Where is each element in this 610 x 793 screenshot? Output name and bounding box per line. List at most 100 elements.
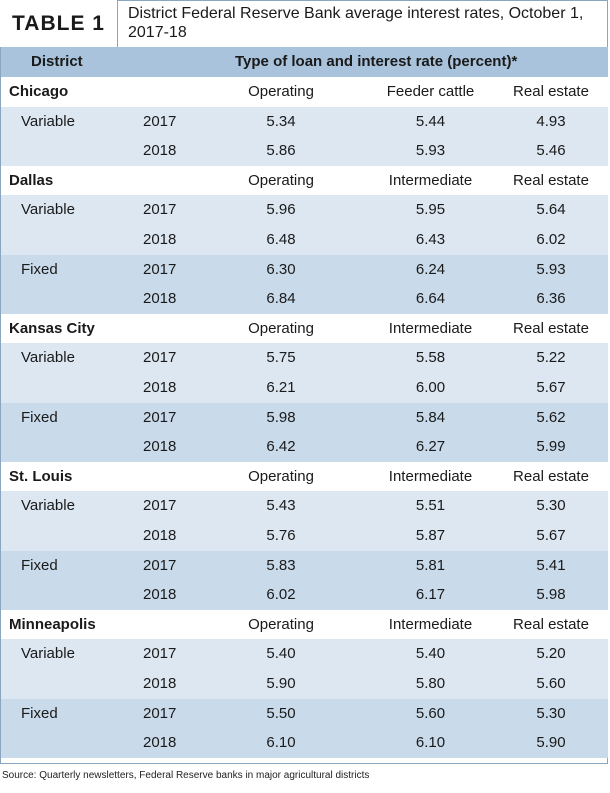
table-row: Variable 2017 5.96 5.95 5.64	[1, 195, 608, 225]
rate-cell: 6.24	[415, 260, 446, 278]
rate-cell: 6.43	[415, 231, 446, 248]
column-label: Real estate	[513, 171, 589, 189]
column-label: Real estate	[513, 83, 589, 100]
rate-cell: 5.80	[415, 675, 446, 692]
rate-cell: 6.21	[266, 379, 296, 396]
rate-cell: 6.48	[266, 231, 296, 248]
rate-cell: 5.43	[266, 497, 296, 515]
rate-cell: 6.00	[415, 379, 446, 396]
rate-cell: 6.10	[266, 734, 296, 752]
table-row: Fixed 2017 5.83 5.81 5.41	[1, 550, 608, 581]
rate-cell: 5.90	[266, 675, 296, 692]
rate-cell: 6.36	[536, 290, 566, 308]
district-header-row: Chicago Operating Feeder cattle Real estate	[1, 77, 608, 107]
table-row: 2018 6.21 6.00 5.67	[1, 373, 608, 403]
column-header-row: District Type of loan and interest rate …	[1, 47, 608, 77]
column-label: Intermediate	[388, 615, 473, 633]
rate-type-label: Variable	[21, 497, 75, 515]
district-header-row: Kansas City Operating Intermediate Real est…	[1, 313, 608, 344]
table-row: 2018 6.84 6.64 6.36	[1, 284, 608, 314]
year-cell: 2017	[143, 260, 177, 278]
rate-cell: 5.81	[415, 556, 446, 574]
table-row: 2018 6.02 6.17 5.98	[1, 580, 608, 610]
rate-cell: 5.98	[266, 408, 296, 426]
year-cell: 2018	[143, 438, 177, 456]
rate-cell: 5.93	[415, 142, 446, 160]
rate-cell: 5.46	[536, 142, 566, 160]
rate-type-label: Fixed	[21, 408, 58, 426]
rate-cell: 5.62	[536, 408, 566, 426]
rate-type-label: Fixed	[21, 556, 58, 574]
column-label: Operating	[248, 467, 314, 485]
rate-cell: 5.51	[415, 497, 446, 515]
rate-type-label: Variable	[21, 349, 75, 367]
rate-cell: 6.02	[536, 231, 566, 248]
year-cell: 2017	[143, 112, 177, 130]
table-row: Variable 2017 5.34 5.44 4.93	[1, 106, 608, 137]
rate-cell: 6.84	[266, 290, 296, 308]
district-name: St. Louis	[9, 467, 73, 485]
rate-cell: 6.27	[415, 438, 446, 456]
rate-type-label: Variable	[21, 112, 75, 130]
table-row: Variable 2017 5.40 5.40 5.20	[1, 639, 608, 669]
rate-cell: 5.64	[536, 201, 566, 219]
district-column-header: District	[31, 53, 83, 70]
district-header-row: Dallas Operating Intermediate Real estate	[1, 165, 608, 196]
rate-cell: 5.58	[415, 349, 446, 367]
rate-cell: 5.96	[266, 201, 296, 219]
year-cell: 2018	[143, 231, 177, 248]
rate-type-label: Fixed	[21, 704, 58, 722]
column-label: Intermediate	[388, 319, 473, 337]
rate-type-label: Variable	[21, 201, 75, 219]
rate-cell: 5.60	[415, 704, 446, 722]
district-header-row: Minneapolis Operating Intermediate Real est…	[1, 609, 608, 640]
table-row: 2018 5.90 5.80 5.60	[1, 669, 608, 699]
year-cell: 2018	[143, 734, 177, 752]
rate-cell: 5.84	[415, 408, 446, 426]
loan-type-column-header: Type of loan and interest rate (percent)…	[235, 53, 518, 70]
rate-cell: 6.17	[415, 586, 446, 604]
rate-cell: 5.95	[415, 201, 446, 219]
rate-cell: 5.30	[536, 704, 566, 722]
year-cell: 2017	[143, 408, 177, 426]
rate-cell: 5.34	[266, 112, 296, 130]
column-label: Intermediate	[388, 171, 473, 189]
year-cell: 2018	[143, 586, 177, 604]
rate-cell: 5.40	[266, 645, 296, 663]
rate-cell: 5.86	[266, 142, 296, 160]
table-row: Fixed 2017 5.50 5.60 5.30	[1, 698, 608, 729]
column-label: Operating	[248, 171, 314, 189]
year-cell: 2018	[143, 142, 177, 160]
table-row: 2018 5.76 5.87 5.67	[1, 521, 608, 551]
rate-cell: 5.40	[415, 645, 446, 663]
year-cell: 2017	[143, 497, 177, 515]
year-cell: 2017	[143, 349, 177, 367]
year-cell: 2018	[143, 527, 177, 544]
rate-cell: 4.93	[536, 112, 566, 130]
rate-cell: 6.02	[266, 586, 296, 604]
district-name: Chicago	[9, 83, 69, 100]
year-cell: 2017	[143, 556, 177, 574]
rate-cell: 5.99	[536, 438, 566, 456]
rate-cell: 5.93	[536, 260, 566, 278]
table-title-row: TABLE 1 District Federal Reserve Bank av…	[0, 0, 610, 47]
column-label: Intermediate	[388, 467, 473, 485]
column-label: Operating	[248, 615, 314, 633]
source-note: Source: Quarterly newsletters, Federal R…	[2, 770, 370, 781]
district-name: Kansas City	[9, 319, 95, 337]
rate-cell: 5.20	[536, 645, 566, 663]
year-cell: 2018	[143, 379, 177, 396]
rate-cell: 6.42	[266, 438, 296, 456]
rate-cell: 5.67	[536, 527, 566, 544]
rate-cell: 5.41	[536, 556, 566, 574]
rate-type-label: Fixed	[21, 260, 58, 278]
district-name: Dallas	[9, 171, 54, 189]
column-label: Real estate	[513, 615, 589, 633]
table-row: 2018 5.86 5.93 5.46	[1, 136, 608, 166]
table-row: Fixed 2017 6.30 6.24 5.93	[1, 254, 608, 285]
year-cell: 2018	[143, 290, 177, 308]
rate-cell: 5.75	[266, 349, 296, 367]
year-cell: 2018	[143, 675, 177, 692]
district-header-row: St. Louis Operating Intermediate Real estat…	[1, 461, 608, 492]
rate-cell: 5.22	[536, 349, 566, 367]
